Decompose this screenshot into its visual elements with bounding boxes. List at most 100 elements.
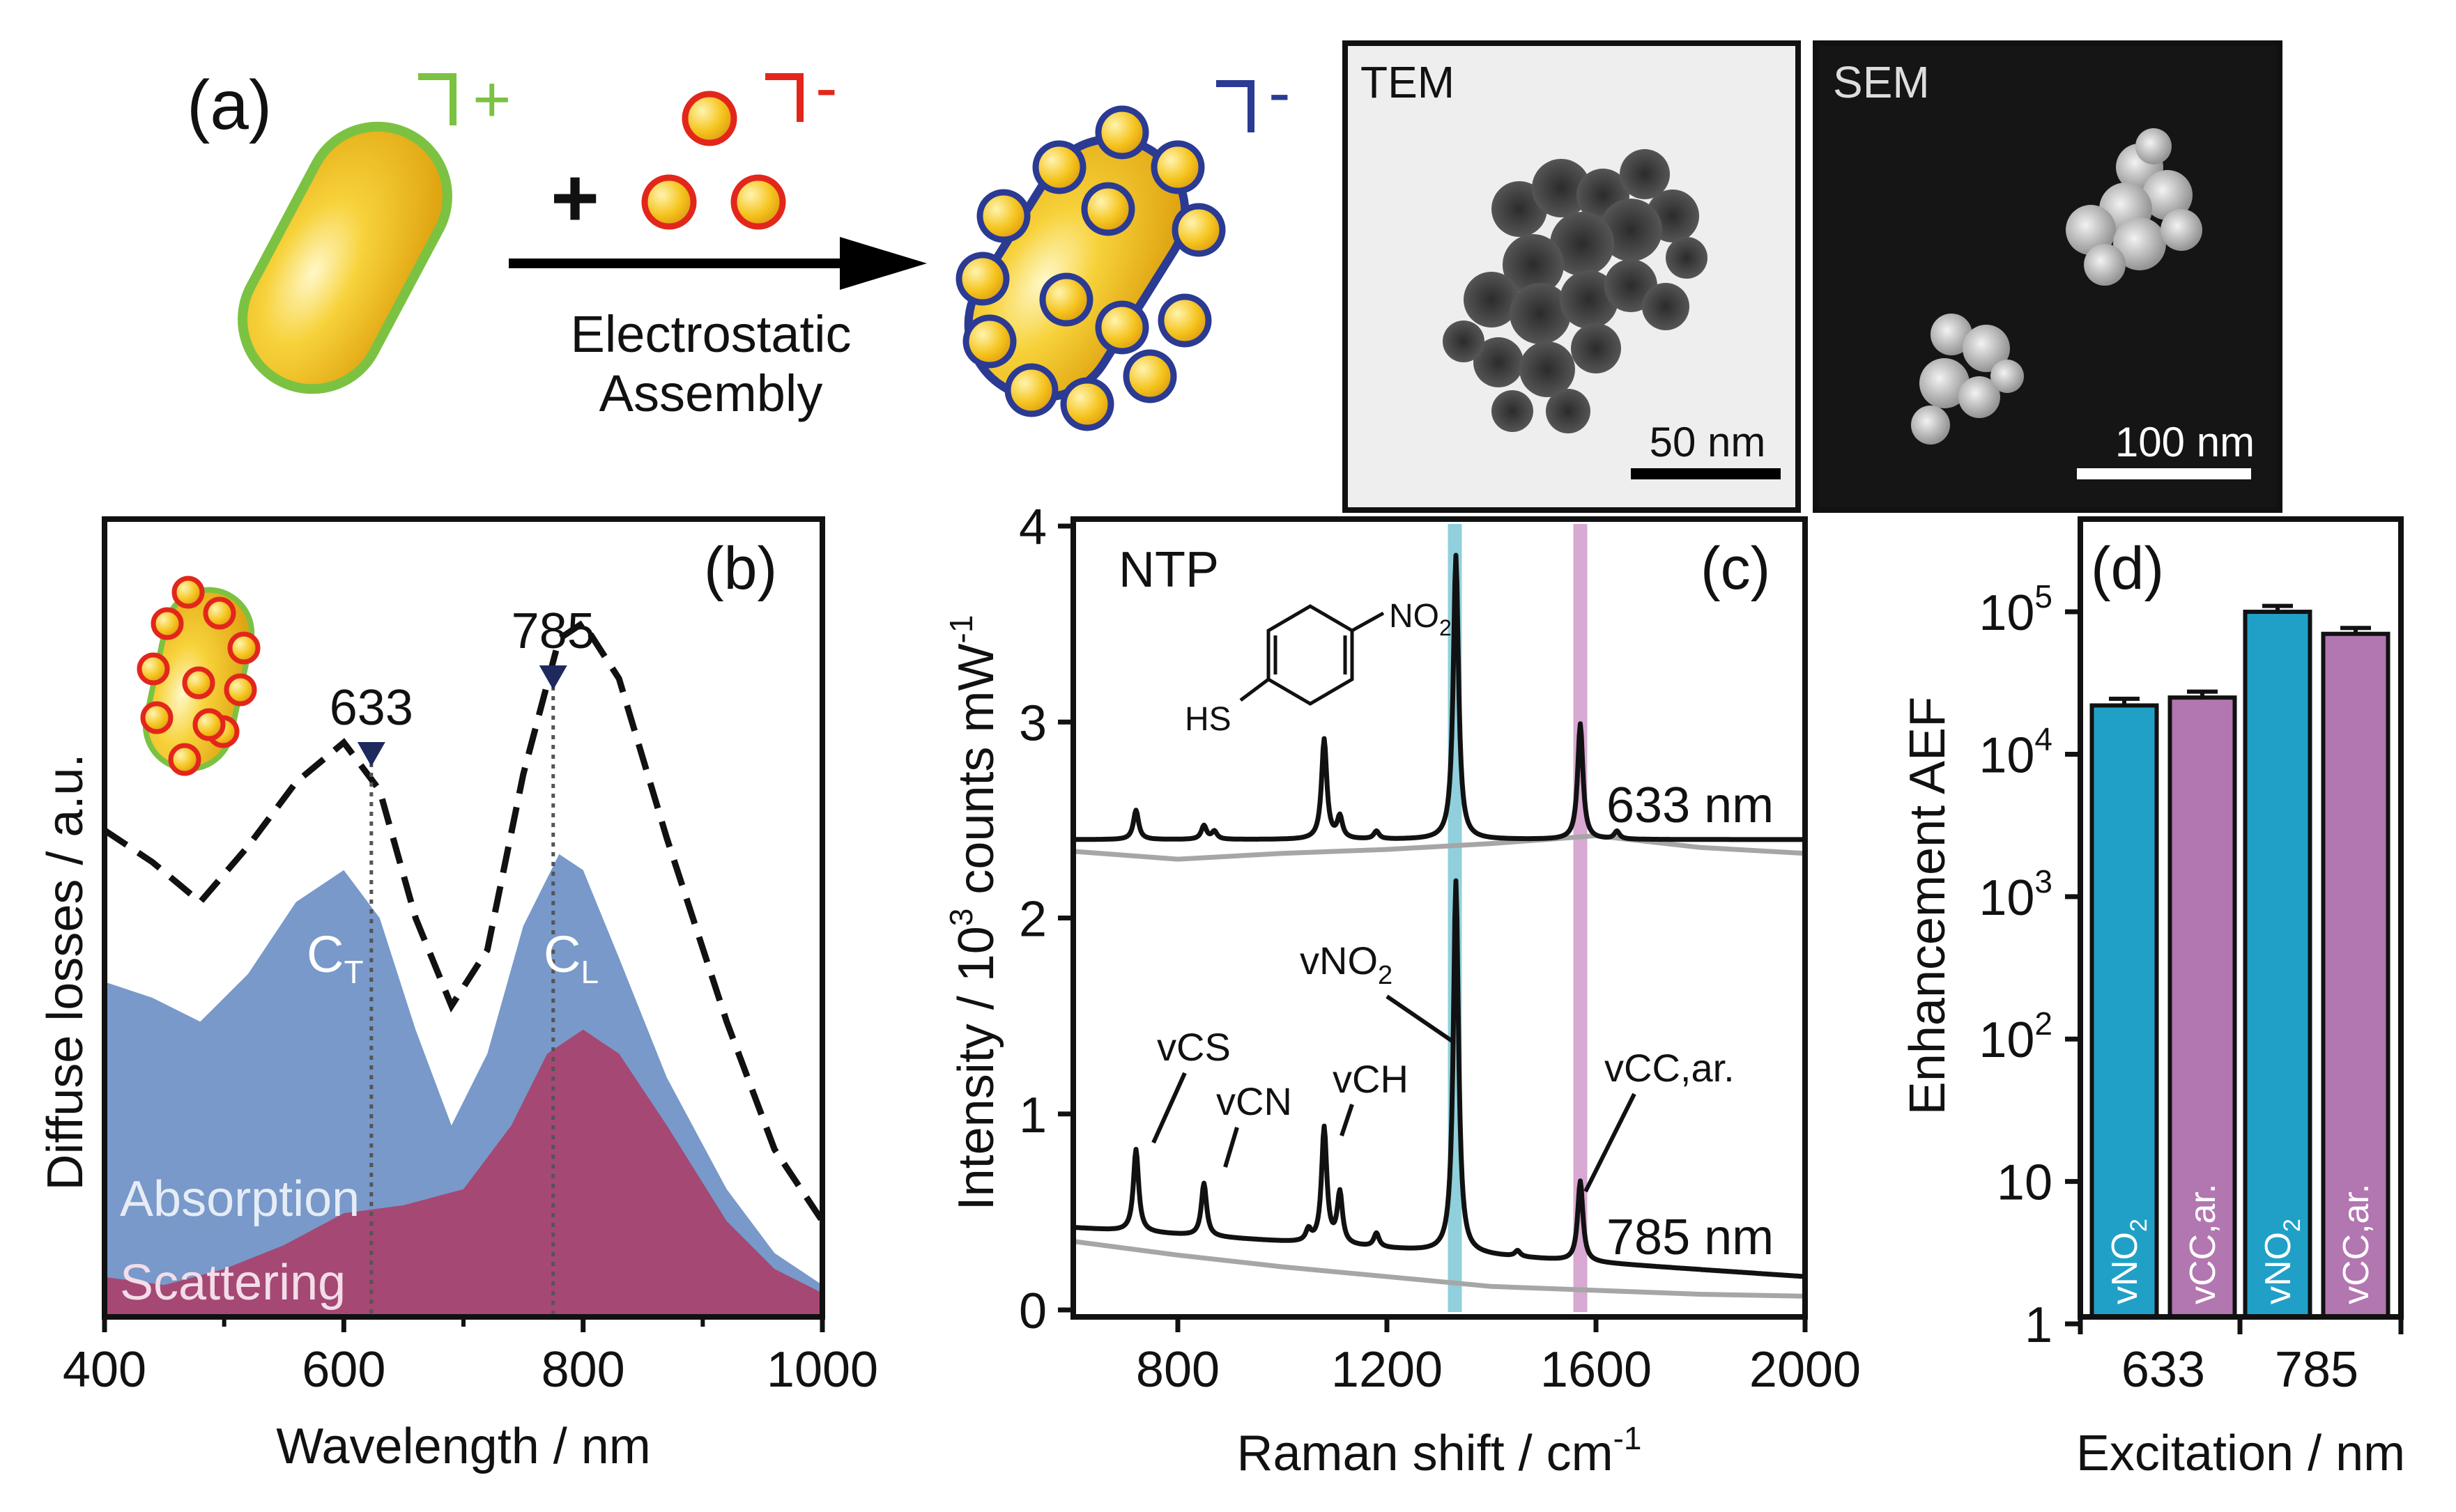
particle-bracket-icon — [765, 73, 804, 122]
bar-series-label: vCC,ar. — [2336, 1184, 2377, 1304]
x-tick-label: 633 — [2121, 1342, 2205, 1398]
x-tick-label: 1600 — [1540, 1342, 1652, 1398]
nanoparticle — [682, 91, 737, 146]
panel-d-x-ticks: 633 785 — [2078, 1317, 2404, 1398]
molecule-hs: HS — [1185, 701, 1231, 738]
trace-785-label: 785 nm — [1606, 1210, 1774, 1265]
tem-scalebar-label: 50 nm — [1650, 419, 1766, 465]
ntp-structure-icon — [1239, 604, 1385, 706]
ct-label: CT — [307, 925, 364, 990]
scattering-label: Scattering — [120, 1255, 346, 1311]
marker-label-785: 785 — [512, 603, 595, 659]
bar-series-label: vNO2 — [2258, 1219, 2305, 1304]
panel-b-label: (b) — [704, 535, 777, 602]
y-tick-label: 2 — [1019, 892, 1047, 948]
sem-scalebar-label: 100 nm — [2115, 419, 2255, 465]
plus-sign: + — [551, 151, 599, 245]
panel-a: (a) + + - Electrostatic Assembly — [187, 40, 2282, 513]
panel-d-chart: vNO2 vCC,ar. vNO2 vCC,ar. 1 10 102 103 104 105 6… — [1900, 516, 2405, 1481]
nanoparticle — [641, 174, 697, 230]
bar-series-label: vNO2 — [2105, 1219, 2152, 1304]
y-tick-label: 105 — [1979, 578, 2052, 641]
panel-b-ylabel: Diffuse losses / a.u. — [38, 754, 93, 1191]
y-tick-label: 104 — [1979, 720, 2052, 783]
spectrum-633-line — [1073, 553, 1805, 842]
x-tick-label: 800 — [542, 1342, 625, 1398]
panel-d-y-ticks: 1 10 102 103 104 105 — [1979, 578, 2080, 1353]
bar-785-vcc — [2321, 631, 2390, 1319]
peak-label-vno2: vNO2 — [1300, 939, 1392, 990]
bar-785-vno2 — [2243, 610, 2312, 1319]
assembly-inset-icon — [137, 576, 261, 776]
cl-label: CL — [544, 925, 599, 990]
marker-triangle-icon — [357, 742, 385, 766]
tem-image: TEM 50 nm — [1342, 40, 1801, 513]
scattering-area — [105, 1029, 822, 1317]
sem-title: SEM — [1833, 57, 1930, 107]
panel-d-label: (d) — [2091, 535, 2164, 602]
panel-d-xlabel: Excitation / nm — [2076, 1426, 2405, 1481]
y-tick-label: 1 — [1019, 1088, 1047, 1143]
bar-series-label: vCC,ar. — [2183, 1184, 2223, 1304]
panel-c-y-ticks: 0 1 2 3 4 — [1019, 500, 1073, 1339]
x-tick-label: 800 — [1136, 1342, 1220, 1398]
assembled-nanostructure — [955, 105, 1226, 431]
assembly-charge: - — [1268, 56, 1291, 130]
spectrum-785-line — [1073, 878, 1805, 1279]
panel-b-x-ticks: 400 600 800 1000 — [63, 1317, 878, 1398]
y-tick-label: 4 — [1019, 500, 1047, 555]
x-tick-label: 600 — [302, 1342, 385, 1398]
sem-scalebar — [2077, 468, 2251, 479]
panel-c-ylabel: Intensity / 103 counts mW-1 — [943, 615, 1004, 1211]
rod-bracket-icon — [418, 73, 456, 125]
trace-633-label: 633 nm — [1606, 778, 1774, 833]
bar-633-vno2 — [2089, 703, 2159, 1319]
gold-nanoparticles — [641, 91, 786, 230]
peak-label-vcc: vCC,ar. — [1604, 1046, 1735, 1090]
panel-d-ylabel: Enhancement AEF — [1900, 697, 1956, 1115]
nanoparticle — [730, 174, 786, 230]
absorption-label: Absorption — [120, 1171, 360, 1227]
reference-633-line — [1073, 833, 1805, 862]
reference-785-line — [1073, 1239, 1805, 1299]
y-tick-label: 1 — [2025, 1297, 2052, 1353]
panel-c-label: (c) — [1701, 535, 1770, 602]
panel-c-chart: 800 1200 1600 2000 0 1 2 3 4 (c) NTP NO2 HS 633… — [943, 500, 1861, 1481]
sem-image: SEM 100 nm — [1813, 40, 2282, 513]
marker-triangle-icon — [539, 665, 567, 690]
x-tick-label: 785 — [2275, 1342, 2358, 1398]
panel-a-label: (a) — [187, 66, 272, 144]
panel-d-bars: vNO2 vCC,ar. vNO2 vCC,ar. — [2089, 603, 2390, 1319]
y-tick-label: 3 — [1019, 695, 1047, 751]
arrow-head-icon — [840, 237, 927, 290]
particle-charge: - — [815, 51, 838, 125]
tem-scalebar — [1631, 468, 1781, 479]
molecule-name: NTP — [1119, 542, 1219, 598]
assembly-bracket-icon — [1216, 80, 1254, 132]
y-tick-label: 10 — [1997, 1155, 2052, 1211]
y-tick-label: 0 — [1019, 1283, 1047, 1339]
diffuse-losses-line — [105, 618, 822, 1224]
rod-charge: + — [473, 63, 511, 137]
panel-c-xlabel: Raman shift / cm-1 — [1236, 1420, 1641, 1481]
panel-b-chart: 633 785 400 600 800 1000 (b) CT CL Absorptio… — [38, 516, 878, 1474]
molecule-no2: NO2 — [1389, 598, 1452, 640]
wavelength-markers: 633 785 — [330, 603, 595, 1317]
y-tick-label: 102 — [1979, 1005, 2052, 1068]
arrow-label-line1: Electrostatic — [570, 305, 851, 363]
peak-label-vch: vCH — [1333, 1057, 1409, 1101]
marker-label-633: 633 — [330, 680, 413, 736]
panel-c-x-ticks: 800 1200 1600 2000 — [1136, 1317, 1861, 1398]
x-tick-label: 1200 — [1331, 1342, 1443, 1398]
highlight-1570 — [1573, 524, 1588, 1312]
y-tick-label: 103 — [1979, 863, 2052, 926]
peak-label-vcn: vCN — [1216, 1079, 1292, 1123]
peak-label-vcs: vCS — [1157, 1025, 1231, 1069]
arrow-label-line2: Assembly — [599, 364, 823, 422]
x-tick-label: 1000 — [767, 1342, 878, 1398]
x-tick-label: 2000 — [1749, 1342, 1861, 1398]
panel-b-xlabel: Wavelength / nm — [276, 1419, 651, 1474]
x-tick-label: 400 — [63, 1342, 146, 1398]
tem-title: TEM — [1360, 57, 1455, 107]
